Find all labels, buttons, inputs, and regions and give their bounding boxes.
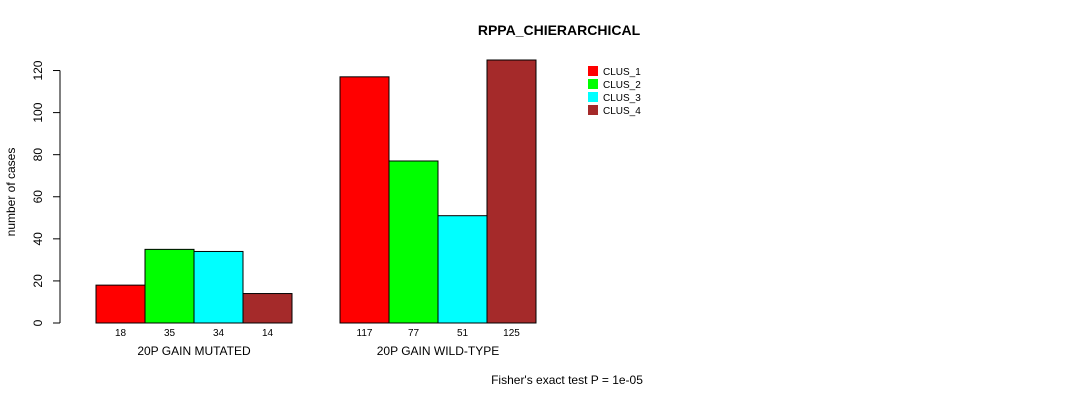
legend-label: CLUS_1 bbox=[603, 67, 641, 78]
y-axis-label: number of cases bbox=[4, 148, 18, 237]
y-axis: 0 20 40 60 80 100 120 bbox=[31, 60, 61, 326]
y-tick-label: 80 bbox=[31, 148, 45, 162]
bar-clus-4-mutated bbox=[242, 293, 293, 324]
bar-clus-1-mutated bbox=[95, 284, 146, 324]
bar-clus-2-wild-type bbox=[388, 160, 439, 324]
y-tick-label: 40 bbox=[31, 232, 45, 246]
legend-label: CLUS_4 bbox=[603, 106, 641, 117]
bar-value-label: 34 bbox=[213, 328, 225, 339]
y-tick-label: 60 bbox=[31, 190, 45, 204]
bar-value-label: 14 bbox=[262, 328, 274, 339]
bar-clus-1-wild-type bbox=[339, 76, 390, 324]
y-tick-label: 100 bbox=[31, 102, 45, 122]
y-tick-label: 120 bbox=[31, 60, 45, 80]
bars-group bbox=[95, 59, 537, 324]
legend-swatch bbox=[588, 66, 598, 76]
bar-value-label: 18 bbox=[115, 328, 127, 339]
bar-value-label: 125 bbox=[503, 328, 520, 339]
group-label: 20P GAIN MUTATED bbox=[137, 344, 251, 358]
y-tick-label: 0 bbox=[31, 319, 45, 326]
legend-swatch bbox=[588, 105, 598, 115]
group-labels-group: 20P GAIN MUTATED 20P GAIN WILD-TYPE bbox=[137, 344, 499, 358]
bar-value-label: 51 bbox=[457, 328, 469, 339]
bar-clus-3-wild-type bbox=[437, 215, 488, 324]
legend-swatch bbox=[588, 92, 598, 102]
legend-label: CLUS_3 bbox=[603, 93, 641, 104]
bar-clus-2-mutated bbox=[144, 248, 195, 324]
legend: CLUS_1 CLUS_2 CLUS_3 CLUS_4 bbox=[588, 66, 641, 117]
chart-title: RPPA_CHIERARCHICAL bbox=[478, 22, 641, 38]
bar-value-label: 77 bbox=[408, 328, 420, 339]
bar-clus-4-wild-type bbox=[486, 59, 537, 324]
y-tick-label: 20 bbox=[31, 274, 45, 288]
legend-swatch bbox=[588, 79, 598, 89]
footnote: Fisher's exact test P = 1e-05 bbox=[491, 373, 643, 387]
value-labels-group: 18 35 34 14 117 77 51 125 bbox=[115, 328, 520, 339]
bar-clus-3-mutated bbox=[193, 250, 244, 324]
bar-value-label: 117 bbox=[357, 328, 373, 339]
group-label: 20P GAIN WILD-TYPE bbox=[377, 344, 499, 358]
bar-value-label: 35 bbox=[164, 328, 176, 339]
legend-label: CLUS_2 bbox=[603, 80, 641, 91]
